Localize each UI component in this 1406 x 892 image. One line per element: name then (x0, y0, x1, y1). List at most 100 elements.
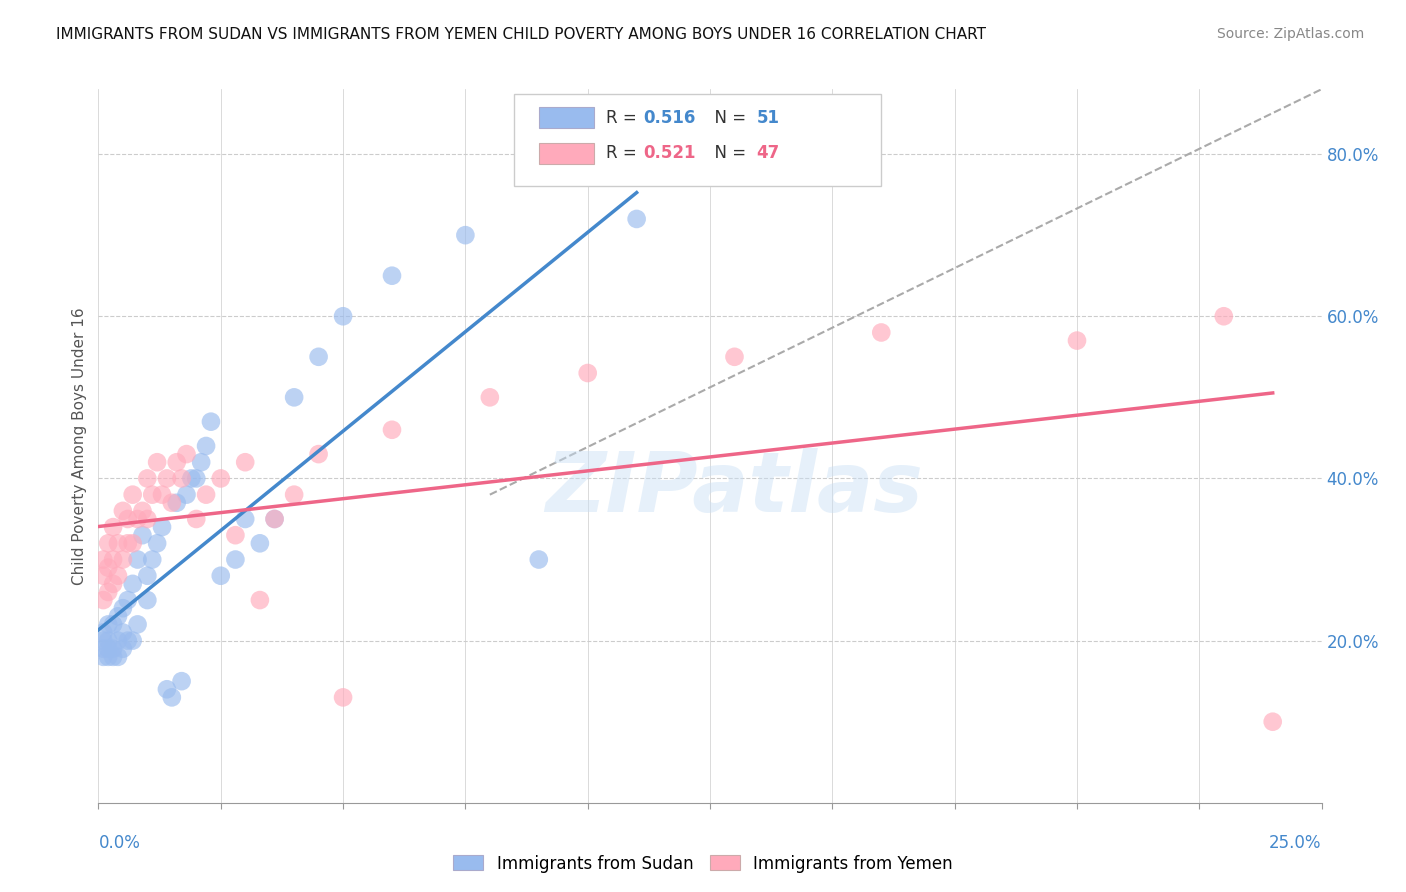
Point (190, 455, 212, 469)
Point (136, 568, 159, 582)
Point (97, 536, 120, 550)
Point (107, 609, 129, 624)
Text: R =: R = (606, 145, 643, 162)
Point (249, 536, 271, 550)
Point (97, 560, 120, 574)
Point (156, 682, 179, 697)
Text: 0.516: 0.516 (643, 109, 695, 127)
Text: 0.521: 0.521 (643, 145, 695, 162)
Point (626, 211, 648, 226)
Point (478, 390, 501, 404)
Point (91, 641, 114, 656)
Point (111, 504, 134, 518)
Point (176, 488, 198, 502)
Point (166, 455, 188, 469)
Point (97, 585, 120, 599)
Point (97, 617, 120, 632)
Point (91, 552, 114, 566)
FancyBboxPatch shape (538, 143, 593, 164)
Point (91, 625, 114, 640)
Point (209, 471, 232, 485)
Point (160, 690, 183, 705)
Point (527, 552, 550, 566)
Point (97, 633, 120, 648)
Text: 47: 47 (756, 145, 780, 162)
Point (308, 447, 330, 461)
Text: 0.0%: 0.0% (98, 834, 141, 852)
Point (141, 552, 163, 566)
Point (101, 552, 124, 566)
Point (381, 268, 404, 283)
Point (263, 512, 285, 526)
Point (576, 366, 599, 380)
Point (283, 488, 305, 502)
Point (121, 633, 143, 648)
Point (121, 536, 143, 550)
Point (107, 536, 129, 550)
Point (146, 536, 169, 550)
Point (870, 326, 893, 340)
Point (170, 471, 193, 485)
Point (263, 512, 285, 526)
Point (107, 649, 129, 664)
Point (233, 512, 256, 526)
Point (91, 649, 114, 664)
Point (195, 439, 218, 453)
Point (131, 528, 153, 542)
Text: R =: R = (606, 109, 643, 127)
Point (117, 512, 139, 526)
Point (117, 633, 139, 648)
Point (91, 568, 114, 582)
Point (332, 310, 354, 324)
Point (186, 512, 208, 526)
Text: IMMIGRANTS FROM SUDAN VS IMMIGRANTS FROM YEMEN CHILD POVERTY AMONG BOYS UNDER 16: IMMIGRANTS FROM SUDAN VS IMMIGRANTS FROM… (56, 27, 986, 42)
Point (101, 641, 124, 656)
Point (101, 617, 124, 632)
Point (136, 593, 159, 607)
Point (150, 520, 173, 534)
Point (141, 488, 163, 502)
Point (91, 633, 114, 648)
Point (186, 471, 208, 485)
Point (146, 455, 169, 469)
Point (91, 593, 114, 607)
Point (111, 625, 134, 640)
Point (332, 690, 354, 705)
Point (121, 577, 143, 591)
FancyBboxPatch shape (538, 107, 593, 128)
Text: 25.0%: 25.0% (1270, 834, 1322, 852)
Point (381, 423, 404, 437)
Point (160, 496, 183, 510)
Point (111, 552, 134, 566)
FancyBboxPatch shape (515, 95, 882, 186)
Point (176, 447, 198, 461)
Point (200, 415, 222, 429)
Text: ZIPatlas: ZIPatlas (546, 449, 924, 529)
Point (1261, 714, 1284, 729)
Point (121, 488, 143, 502)
Point (136, 471, 159, 485)
Point (107, 633, 129, 648)
Point (283, 390, 305, 404)
Point (224, 528, 246, 542)
Point (1212, 310, 1234, 324)
Point (97, 649, 120, 664)
Y-axis label: Child Poverty Among Boys Under 16: Child Poverty Among Boys Under 16 (72, 307, 87, 585)
Point (117, 593, 139, 607)
Point (131, 504, 153, 518)
Point (1066, 334, 1088, 348)
Point (150, 488, 173, 502)
Point (454, 228, 477, 243)
Point (117, 536, 139, 550)
Text: N =: N = (704, 145, 751, 162)
Point (308, 350, 330, 364)
Point (127, 512, 149, 526)
Point (97, 641, 120, 656)
Text: N =: N = (704, 109, 751, 127)
Point (723, 350, 745, 364)
Point (195, 488, 218, 502)
Point (180, 471, 202, 485)
Point (111, 601, 134, 615)
Point (166, 496, 188, 510)
Point (101, 577, 124, 591)
